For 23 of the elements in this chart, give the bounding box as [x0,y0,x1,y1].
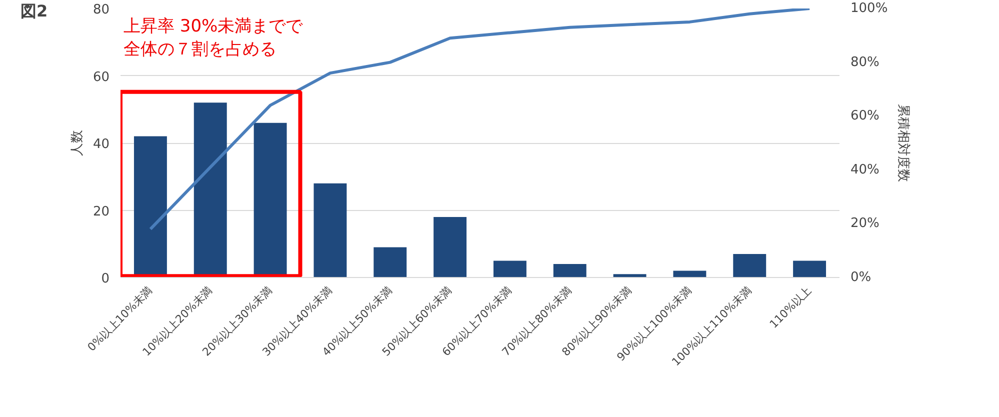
bar [493,260,526,278]
y2-tick-label: 80% [850,54,880,70]
y-axis-title: 人数 [70,130,85,156]
annotation: 上昇率 30%未満までで [123,16,304,37]
bar [314,183,347,278]
y-tick-label: 80 [92,2,110,18]
y-tick-label: 20 [92,204,110,220]
y2-tick-label: 20% [850,216,880,232]
bar [374,247,407,278]
annotation: 全体の７割を占める [123,39,276,60]
bar [553,264,586,278]
chart-title: 図2 [20,2,48,20]
y2-tick-label: 100% [850,1,888,16]
y-tick-label: 40 [92,137,110,152]
y2-axis-title: 累積相対度数 [896,104,912,182]
y2-tick-label: 40% [850,162,880,178]
y2-tick-label: 0% [850,270,872,285]
y-tick-label: 0 [101,272,110,286]
bar [793,260,826,278]
bar [434,216,467,278]
y2-tick-label: 60% [850,108,880,124]
y-tick-label: 60 [92,70,110,85]
bar [733,254,766,278]
